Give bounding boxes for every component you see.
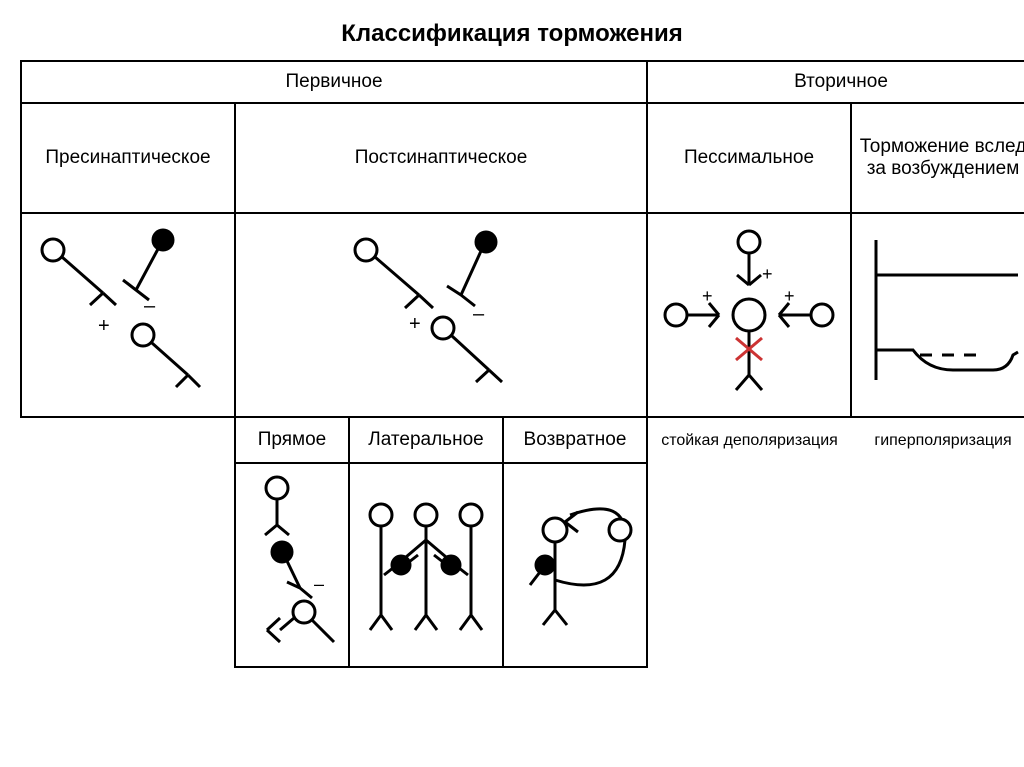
sub-postexcitation: Торможение вслед за возбуждением: [851, 103, 1024, 213]
caption-hyperpol: гиперполяризация: [851, 417, 1024, 463]
diagram-pessimal: + + +: [647, 213, 851, 417]
svg-text:–: –: [314, 574, 324, 594]
caption-depol: стойкая деполяризация: [647, 417, 851, 463]
diagram-presynaptic: – +: [21, 213, 235, 417]
classification-table: Первичное Вторичное Пресинаптическое Пос…: [20, 60, 1024, 668]
label-direct: Прямое: [235, 417, 349, 463]
diagram-direct: –: [235, 463, 349, 667]
diagram-recurrent: [503, 463, 647, 667]
svg-text:+: +: [702, 286, 713, 306]
sub-presynaptic: Пресинаптическое: [21, 103, 235, 213]
page-title: Классификация торможения: [20, 20, 1004, 48]
svg-text:+: +: [762, 264, 773, 284]
sub-pessimal: Пессимальное: [647, 103, 851, 213]
svg-text:+: +: [98, 315, 110, 337]
diagram-postsynaptic: + –: [235, 213, 647, 417]
diagram-lateral: [349, 463, 503, 667]
header-primary: Первичное: [21, 61, 647, 103]
label-recurrent: Возвратное: [503, 417, 647, 463]
svg-text:–: –: [144, 295, 156, 317]
svg-text:–: –: [473, 303, 485, 325]
diagram-hyperpolarization: [851, 213, 1024, 417]
label-lateral: Латеральное: [349, 417, 503, 463]
sub-postsynaptic: Постсинаптическое: [235, 103, 647, 213]
svg-text:+: +: [409, 313, 421, 335]
header-secondary: Вторичное: [647, 61, 1024, 103]
svg-text:+: +: [784, 286, 795, 306]
